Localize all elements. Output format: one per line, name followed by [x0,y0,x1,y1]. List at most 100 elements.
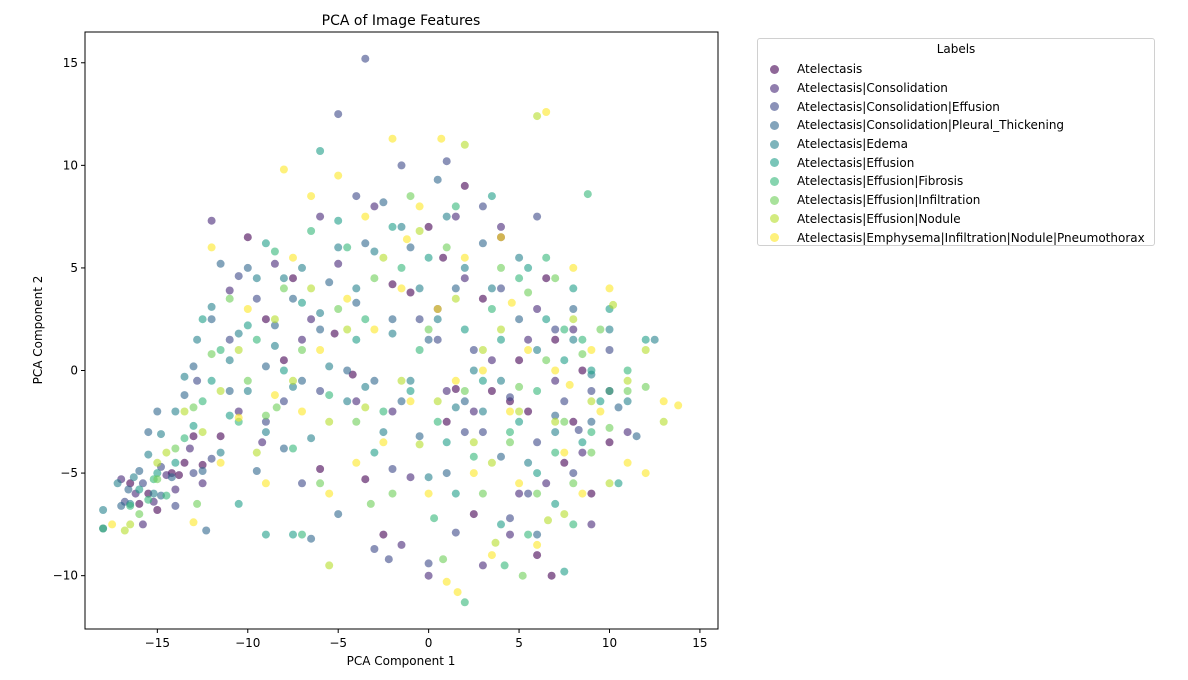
data-point [352,417,361,426]
data-point [487,284,496,293]
data-point [439,253,448,262]
legend-label: Atelectasis|Effusion [797,155,915,170]
data-point [189,362,198,371]
data-point [469,452,478,461]
data-point [623,458,632,467]
data-point [379,438,388,447]
y-tick-label: −5 [60,466,78,480]
data-point [515,315,524,324]
data-point [442,212,451,221]
data-point [542,356,551,365]
data-point [460,140,469,149]
data-point [298,407,306,416]
data-point [216,387,225,395]
y-axis-ticks: −10 −5 0 5 10 15 [53,56,85,583]
data-point [551,448,560,457]
data-point [415,432,424,441]
legend-marker [770,64,779,74]
data-point [542,274,551,283]
data-point [605,438,614,447]
data-point [234,413,243,422]
legend-label: Atelectasis|Effusion|Fibrosis [797,174,964,189]
data-point [361,382,370,391]
data-point [433,175,442,184]
data-point [216,458,225,467]
data-point [578,350,587,359]
legend-entry: Atelectasis|Consolidation|Effusion [770,97,1154,116]
data-point [551,335,560,344]
data-point [138,520,147,529]
data-point [202,526,211,535]
legend-label: Atelectasis|Consolidation|Pleural_Thicke… [797,118,1065,133]
data-point [437,134,446,143]
data-point [533,489,542,498]
data-point [225,387,234,395]
x-tick-label: 10 [602,636,617,650]
data-point [497,233,505,242]
legend-label: Atelectasis|Effusion|Infiltration [797,193,981,208]
data-point [185,444,194,453]
data-point [325,417,334,426]
data-point [442,243,451,252]
data-point [193,376,202,385]
data-point [325,391,334,400]
data-point [515,489,524,498]
data-point [279,274,288,283]
data-point [316,147,325,155]
data-point [216,432,225,441]
data-point [533,540,542,549]
data-point [460,428,469,437]
legend-entries: Atelectasis Atelectasis|Consolidation Atel… [758,60,1154,247]
data-point [605,479,614,488]
data-point [270,315,279,324]
data-point [180,434,189,443]
data-point [497,376,505,385]
data-point [252,294,261,303]
data-point [120,526,129,535]
data-point [252,335,261,344]
data-point [542,253,551,262]
data-point [171,501,180,510]
data-point [243,263,252,272]
data-point [334,216,343,225]
data-point [124,485,133,494]
data-point [506,438,514,447]
data-point [171,485,180,494]
legend-entry: Atelectasis|Effusion [770,153,1154,172]
data-point [388,465,397,473]
data-point [515,417,524,426]
data-point [261,479,270,488]
legend: Labels Atelectasis Atelectasis|Consolidat… [757,38,1155,246]
data-point [596,325,605,334]
data-point [198,460,207,469]
data-point [442,417,451,426]
data-point [397,161,406,170]
x-axis-label: PCA Component 1 [347,654,456,668]
data-point [171,458,180,467]
data-point [388,315,397,324]
data-point [298,298,306,307]
data-point [252,274,261,283]
data-point [99,524,108,533]
data-point [334,259,343,268]
data-point [207,216,216,225]
data-point [542,479,551,488]
data-point [569,315,578,324]
data-point [171,444,180,453]
data-point [198,467,207,475]
data-point [487,551,496,560]
data-point [207,243,216,252]
data-point [334,171,343,180]
x-tick-label: −15 [145,636,170,650]
data-point [234,272,243,281]
data-point [650,335,659,344]
data-point [352,192,361,201]
data-point [279,366,288,375]
data-point [189,403,198,412]
data-point [189,432,198,441]
data-point [533,112,542,121]
data-point [478,407,487,416]
y-tick-label: 0 [70,364,78,378]
data-point [379,253,388,262]
data-point [578,366,587,375]
